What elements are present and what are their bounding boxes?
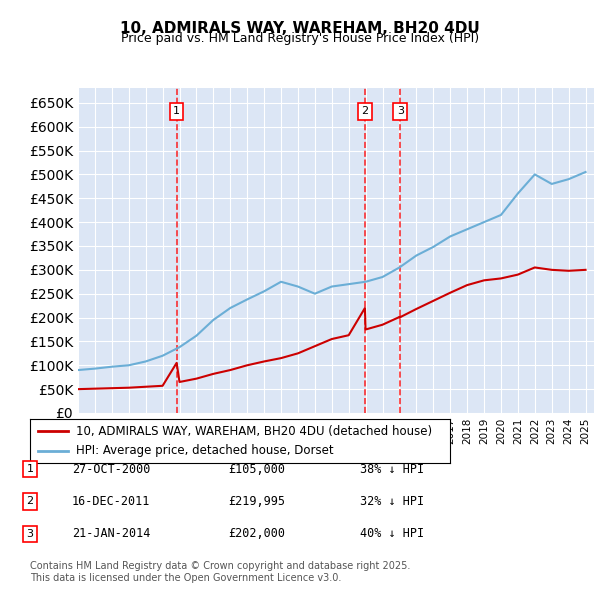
Text: 3: 3 [26,529,34,539]
Text: 27-OCT-2000: 27-OCT-2000 [72,463,151,476]
Text: 10, ADMIRALS WAY, WAREHAM, BH20 4DU (detached house): 10, ADMIRALS WAY, WAREHAM, BH20 4DU (det… [76,425,433,438]
Text: HPI: Average price, detached house, Dorset: HPI: Average price, detached house, Dors… [76,444,334,457]
Text: 16-DEC-2011: 16-DEC-2011 [72,495,151,508]
Text: 1: 1 [173,106,180,116]
Text: 32% ↓ HPI: 32% ↓ HPI [360,495,424,508]
Text: 3: 3 [397,106,404,116]
Text: £105,000: £105,000 [228,463,285,476]
Text: £219,995: £219,995 [228,495,285,508]
Text: 10, ADMIRALS WAY, WAREHAM, BH20 4DU: 10, ADMIRALS WAY, WAREHAM, BH20 4DU [120,21,480,35]
Text: 40% ↓ HPI: 40% ↓ HPI [360,527,424,540]
Text: 38% ↓ HPI: 38% ↓ HPI [360,463,424,476]
Text: 2: 2 [361,106,368,116]
Text: 2: 2 [26,497,34,506]
Text: Price paid vs. HM Land Registry's House Price Index (HPI): Price paid vs. HM Land Registry's House … [121,32,479,45]
Text: Contains HM Land Registry data © Crown copyright and database right 2025.
This d: Contains HM Land Registry data © Crown c… [30,561,410,583]
Text: 21-JAN-2014: 21-JAN-2014 [72,527,151,540]
Text: 1: 1 [26,464,34,474]
Text: £202,000: £202,000 [228,527,285,540]
